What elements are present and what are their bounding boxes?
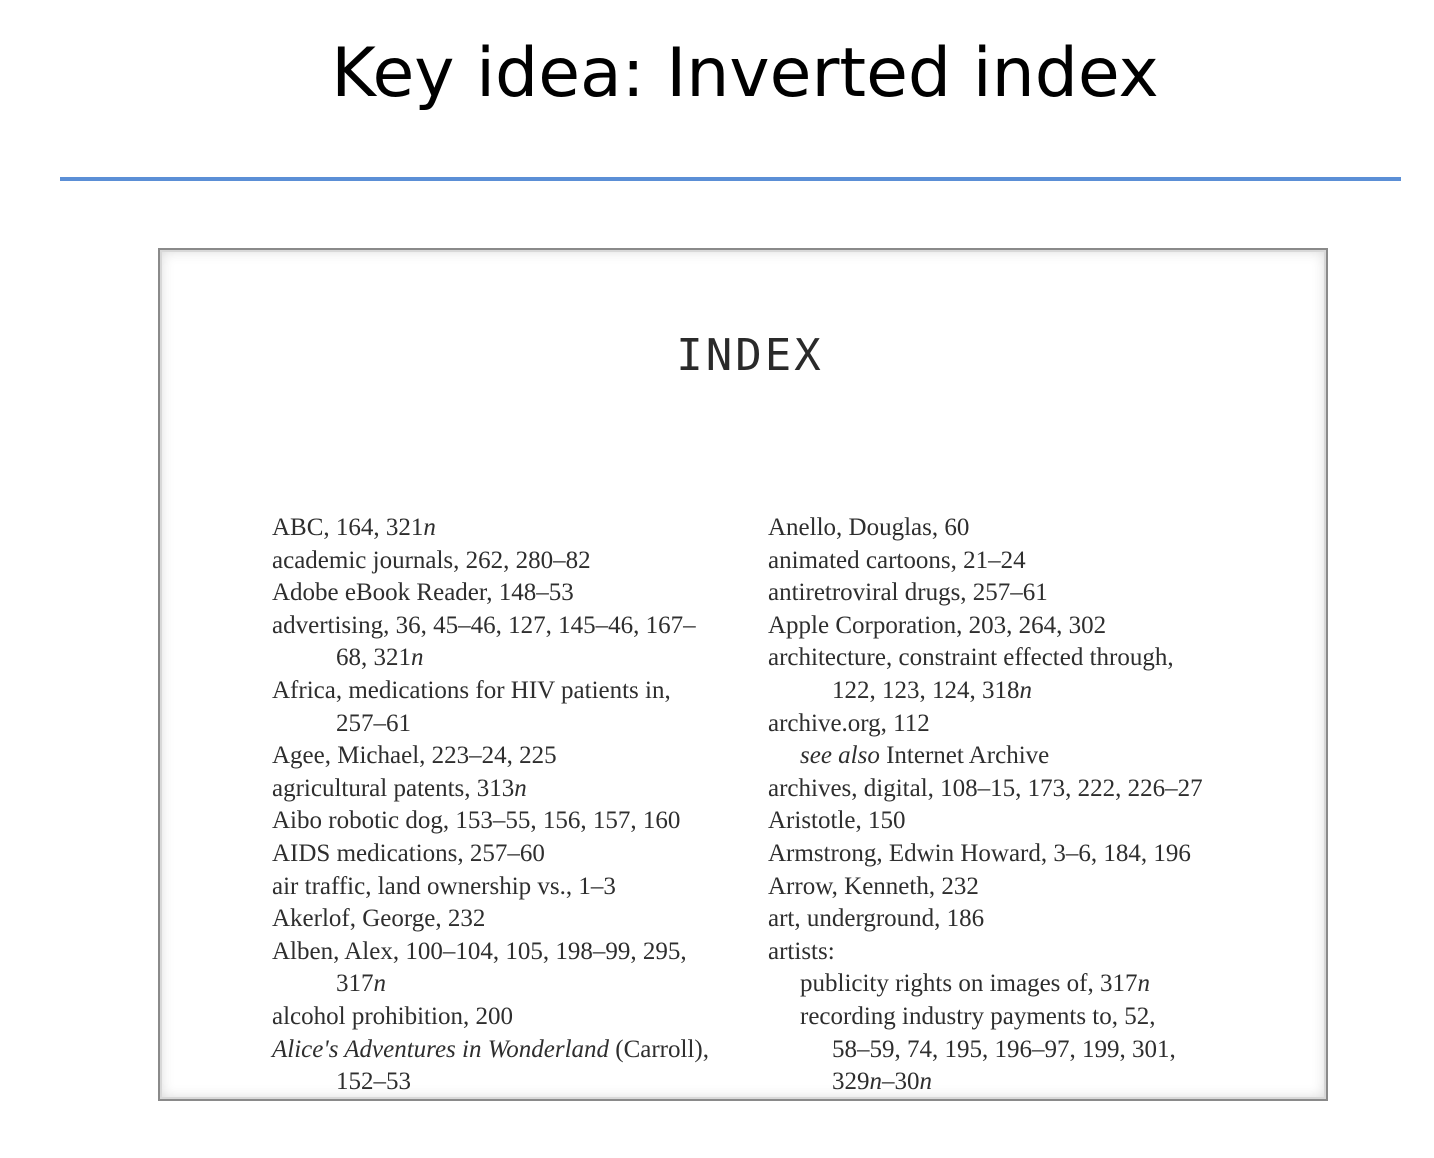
index-entry-text: 152–53: [336, 1068, 411, 1096]
index-entry-line: Alice's Adventures in Wonderland (Carrol…: [272, 1034, 732, 1067]
index-entry-text: animated cartoons, 21–24: [768, 546, 1026, 574]
index-entry-text: –30: [882, 1068, 920, 1096]
index-entry-text: 257–61: [336, 709, 411, 737]
index-entry-line: 122, 123, 124, 318n: [768, 675, 1238, 708]
index-entry-text: alcohol prohibition, 200: [272, 1002, 513, 1030]
index-entry-text: 58–59, 74, 195, 196–97, 199, 301,: [832, 1035, 1176, 1063]
index-entry-text: Internet Archive: [879, 742, 1050, 770]
index-entry-line: 58–59, 74, 195, 196–97, 199, 301,: [768, 1034, 1238, 1067]
index-entry-line: AIDS medications, 257–60: [272, 838, 732, 871]
index-entry-text: 122, 123, 124, 318: [832, 676, 1020, 704]
title-divider: [60, 177, 1401, 181]
index-entry-line: antiretroviral drugs, 257–61: [768, 577, 1238, 610]
index-entry-line: Adobe eBook Reader, 148–53: [272, 577, 732, 610]
index-entry-text: academic journals, 262, 280–82: [272, 546, 591, 574]
index-entry-text: ABC, 164, 321: [272, 514, 424, 541]
index-heading: INDEX: [676, 330, 824, 381]
index-entry-text: art, underground, 186: [768, 905, 985, 933]
index-column-left: ABC, 164, 321n academic journals, 262, 28…: [272, 512, 732, 1099]
index-entry-text: n: [514, 774, 527, 802]
index-entry-line: 317n: [272, 968, 732, 1001]
index-entry-text: Akerlof, George, 232: [272, 905, 486, 933]
index-entry-text: architecture, constraint effected throug…: [768, 644, 1174, 672]
index-entry-text: AIDS medications, 257–60: [272, 839, 545, 867]
index-entry-line: recording industry payments to, 52,: [768, 1001, 1238, 1034]
index-entry-text: air traffic, land ownership vs., 1–3: [272, 872, 616, 900]
index-entry-line: agricultural patents, 313n: [272, 773, 732, 806]
index-entry-line: Apple Corporation, 203, 264, 302: [768, 610, 1238, 643]
index-entry-text: Agee, Michael, 223–24, 225: [272, 742, 557, 770]
index-entry-line: alcohol prohibition, 200: [272, 1001, 732, 1034]
index-entry-text: Armstrong, Edwin Howard, 3–6, 184, 196: [768, 839, 1191, 867]
index-entry-line: archives, digital, 108–15, 173, 222, 226…: [768, 773, 1238, 806]
book-index-page-image: INDEX ABC, 164, 321n academic journals, 2…: [158, 248, 1328, 1101]
index-entry-text: Alben, Alex, 100–104, 105, 198–99, 295,: [272, 937, 687, 965]
index-entry-text: n: [919, 1068, 933, 1096]
index-entry-text: 317: [336, 970, 374, 998]
index-entry-line: 329n–30n: [768, 1066, 1238, 1099]
index-entry-line: ABC, 164, 321n: [272, 512, 732, 545]
index-entry-line: academic journals, 262, 280–82: [272, 545, 732, 578]
index-entry-line: Anello, Douglas, 60: [768, 512, 1238, 545]
index-entry-text: publicity rights on images of, 317: [800, 970, 1138, 998]
index-column-right: Anello, Douglas, 60 animated cartoons, 21…: [768, 512, 1238, 1099]
index-entry-line: Alben, Alex, 100–104, 105, 198–99, 295,: [272, 936, 732, 969]
index-entry-text: n: [423, 514, 436, 541]
index-entry-line: Aristotle, 150: [768, 805, 1238, 838]
index-entry-text: Aristotle, 150: [768, 807, 906, 835]
index-entry-line: advertising, 36, 45–46, 127, 145–46, 167…: [272, 610, 732, 643]
index-entry-text: Adobe eBook Reader, 148–53: [272, 579, 574, 607]
index-entry-text: 68, 321: [336, 644, 411, 672]
index-entry-text: (Carroll),: [609, 1035, 709, 1063]
index-entry-line: Aibo robotic dog, 153–55, 156, 157, 160: [272, 805, 732, 838]
index-entry-line: animated cartoons, 21–24: [768, 545, 1238, 578]
index-entry-text: archives, digital, 108–15, 173, 222, 226…: [768, 774, 1203, 802]
index-entry-text: n: [869, 1068, 883, 1096]
index-entry-text: Alice's Adventures in Wonderland: [272, 1035, 610, 1063]
index-entry-line: archive.org, 112: [768, 708, 1238, 741]
index-entry-line: artists:: [768, 936, 1238, 969]
index-entry-line: Armstrong, Edwin Howard, 3–6, 184, 196: [768, 838, 1238, 871]
index-entry-line: Africa, medications for HIV patients in,: [272, 675, 732, 708]
slide-title: Key idea: Inverted index: [331, 34, 1159, 113]
index-entry-line: air traffic, land ownership vs., 1–3: [272, 871, 732, 904]
index-entry-text: Arrow, Kenneth, 232: [768, 872, 979, 900]
index-entry-line: 152–53: [272, 1066, 732, 1099]
index-entry-text: Apple Corporation, 203, 264, 302: [768, 611, 1107, 639]
index-entry-text: 329: [832, 1068, 870, 1096]
index-entry-text: agricultural patents, 313: [272, 774, 515, 802]
index-entry-text: recording industry payments to, 52,: [800, 1002, 1156, 1030]
index-entry-line: publicity rights on images of, 317n: [768, 968, 1238, 1001]
index-entry-text: see also: [800, 742, 880, 770]
index-entry-line: art, underground, 186: [768, 903, 1238, 936]
index-entry-line: Arrow, Kenneth, 232: [768, 871, 1238, 904]
index-entry-text: artists:: [768, 937, 835, 965]
index-entry-line: Akerlof, George, 232: [272, 903, 732, 936]
index-entry-line: 68, 321n: [272, 642, 732, 675]
index-entry-text: antiretroviral drugs, 257–61: [768, 579, 1048, 607]
index-entry-text: advertising, 36, 45–46, 127, 145–46, 167…: [272, 611, 696, 639]
index-entry-text: Africa, medications for HIV patients in,: [272, 676, 671, 704]
index-entry-text: Aibo robotic dog, 153–55, 156, 157, 160: [272, 807, 681, 835]
index-entry-text: Anello, Douglas, 60: [768, 514, 970, 541]
index-entry-line: 257–61: [272, 708, 732, 741]
index-entry-line: architecture, constraint effected throug…: [768, 642, 1238, 675]
index-entry-text: n: [1137, 970, 1150, 998]
index-entry-text: n: [373, 970, 387, 998]
index-entry-line: see also Internet Archive: [768, 740, 1238, 773]
index-entry-text: n: [1019, 676, 1033, 704]
index-entry-text: archive.org, 112: [768, 709, 930, 737]
index-entry-text: n: [411, 644, 424, 672]
index-entry-line: Agee, Michael, 223–24, 225: [272, 740, 732, 773]
